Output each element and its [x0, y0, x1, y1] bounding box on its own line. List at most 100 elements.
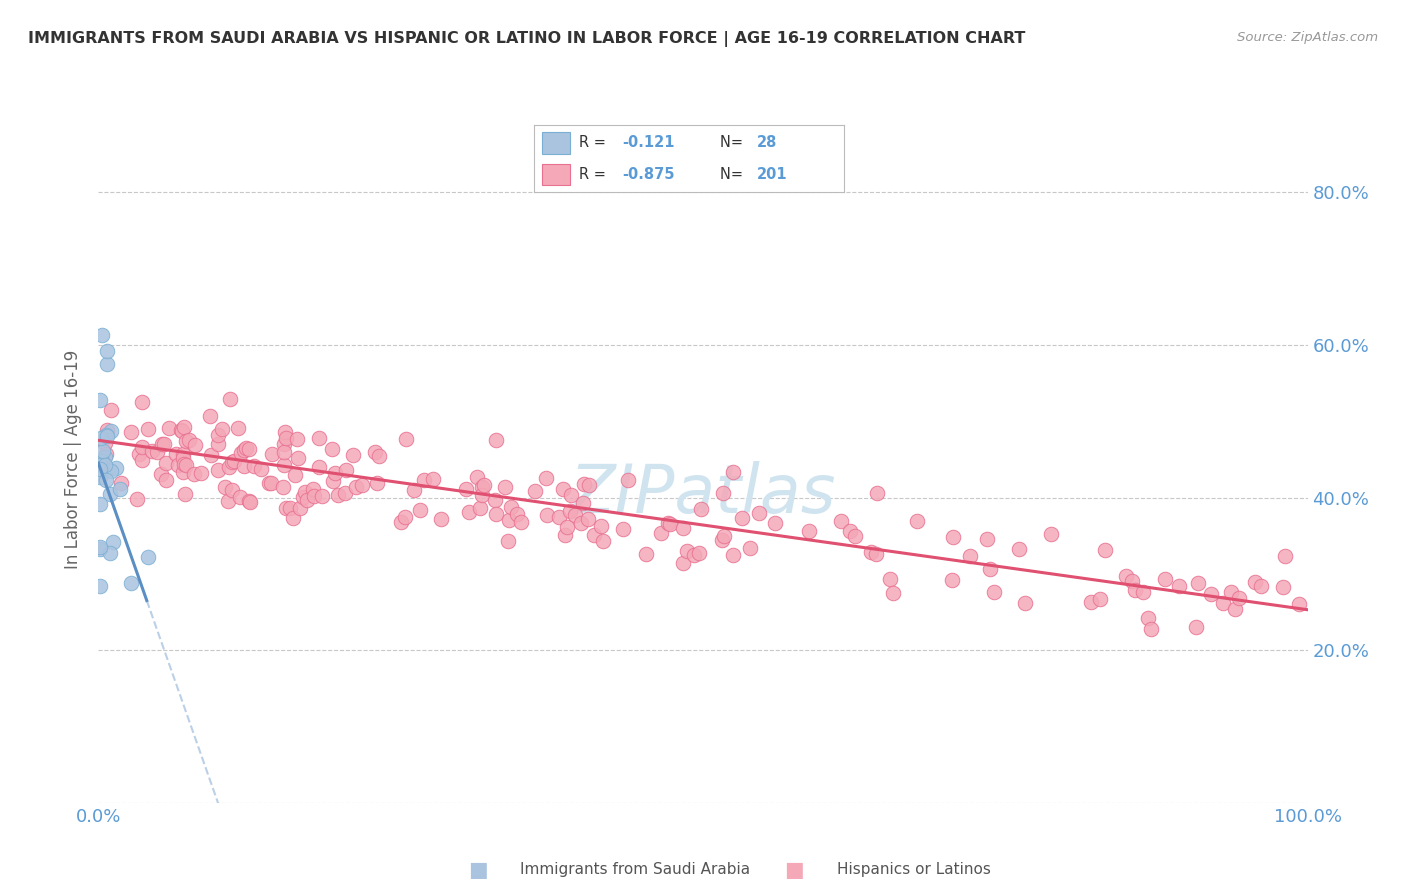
- Point: [364, 445, 387, 459]
- Point: [89, 458, 111, 473]
- Point: [179, 433, 201, 447]
- Point: [583, 528, 606, 542]
- Point: [576, 512, 599, 526]
- Point: [285, 432, 308, 446]
- Point: [1154, 573, 1177, 587]
- Point: [494, 479, 516, 493]
- Y-axis label: In Labor Force | Age 16-19: In Labor Force | Age 16-19: [65, 350, 83, 569]
- Point: [689, 502, 711, 516]
- Point: [366, 475, 388, 490]
- Point: [558, 504, 581, 518]
- Point: [91, 444, 114, 458]
- Point: [96, 423, 118, 437]
- Point: [221, 483, 243, 497]
- Point: [172, 447, 194, 461]
- Point: [294, 484, 316, 499]
- Point: [172, 450, 194, 465]
- Point: [288, 501, 311, 516]
- Point: [510, 515, 533, 529]
- Point: [190, 467, 212, 481]
- Point: [676, 544, 699, 558]
- Point: [1187, 576, 1209, 591]
- Point: [173, 457, 195, 471]
- Point: [94, 447, 117, 461]
- Point: [1136, 611, 1159, 625]
- Point: [239, 495, 262, 509]
- Point: [467, 469, 489, 483]
- Point: [333, 486, 356, 500]
- Point: [232, 458, 254, 473]
- Point: [207, 428, 229, 442]
- Point: [136, 421, 159, 435]
- Point: [395, 432, 418, 446]
- Point: [110, 475, 132, 490]
- Point: [120, 425, 142, 439]
- Point: [636, 547, 658, 561]
- Point: [89, 470, 111, 484]
- Point: [1115, 568, 1137, 582]
- Point: [170, 423, 193, 437]
- Point: [323, 466, 346, 480]
- Point: [578, 478, 600, 492]
- Text: N=: N=: [720, 136, 748, 151]
- Point: [200, 448, 222, 462]
- Point: [1223, 602, 1246, 616]
- Text: Immigrants from Saudi Arabia: Immigrants from Saudi Arabia: [520, 863, 751, 877]
- Point: [409, 503, 432, 517]
- Point: [226, 421, 249, 435]
- Point: [284, 467, 307, 482]
- Point: [238, 494, 260, 508]
- Point: [1080, 595, 1102, 609]
- Point: [1123, 582, 1146, 597]
- Point: [830, 514, 852, 528]
- Point: [98, 546, 121, 560]
- Point: [100, 424, 122, 438]
- Point: [1212, 596, 1234, 610]
- Point: [658, 516, 681, 531]
- Point: [94, 458, 117, 472]
- Point: [311, 490, 333, 504]
- Point: [554, 528, 576, 542]
- Point: [1271, 580, 1294, 594]
- Point: [183, 467, 205, 481]
- Point: [1088, 591, 1111, 606]
- Point: [1094, 542, 1116, 557]
- Point: [1244, 575, 1267, 590]
- Point: [222, 454, 245, 468]
- Point: [342, 448, 364, 462]
- Point: [155, 456, 177, 470]
- Text: 28: 28: [756, 136, 778, 151]
- Point: [150, 437, 173, 451]
- Point: [174, 434, 197, 449]
- Point: [228, 491, 250, 505]
- Point: [485, 507, 508, 521]
- Point: [89, 462, 111, 476]
- Point: [233, 443, 256, 458]
- Point: [100, 464, 122, 478]
- Point: [274, 500, 297, 515]
- Point: [214, 480, 236, 494]
- Point: [174, 486, 197, 500]
- Point: [389, 515, 412, 529]
- Text: Source: ZipAtlas.com: Source: ZipAtlas.com: [1237, 31, 1378, 45]
- Point: [94, 450, 117, 465]
- Point: [740, 541, 762, 556]
- Point: [865, 547, 887, 561]
- Point: [322, 474, 344, 488]
- Point: [96, 357, 118, 371]
- Point: [321, 442, 343, 456]
- Point: [484, 493, 506, 508]
- Point: [120, 576, 142, 591]
- Point: [1121, 574, 1143, 588]
- Point: [412, 473, 434, 487]
- Point: [174, 458, 197, 473]
- Point: [866, 486, 889, 500]
- Point: [96, 428, 118, 442]
- Point: [1250, 579, 1272, 593]
- Text: IMMIGRANTS FROM SAUDI ARABIA VS HISPANIC OR LATINO IN LABOR FORCE | AGE 16-19 CO: IMMIGRANTS FROM SAUDI ARABIA VS HISPANIC…: [28, 31, 1025, 47]
- Point: [1140, 622, 1163, 636]
- Point: [983, 584, 1005, 599]
- Text: R =: R =: [579, 167, 610, 182]
- Point: [534, 471, 557, 485]
- Text: ZIPatlas: ZIPatlas: [569, 461, 837, 526]
